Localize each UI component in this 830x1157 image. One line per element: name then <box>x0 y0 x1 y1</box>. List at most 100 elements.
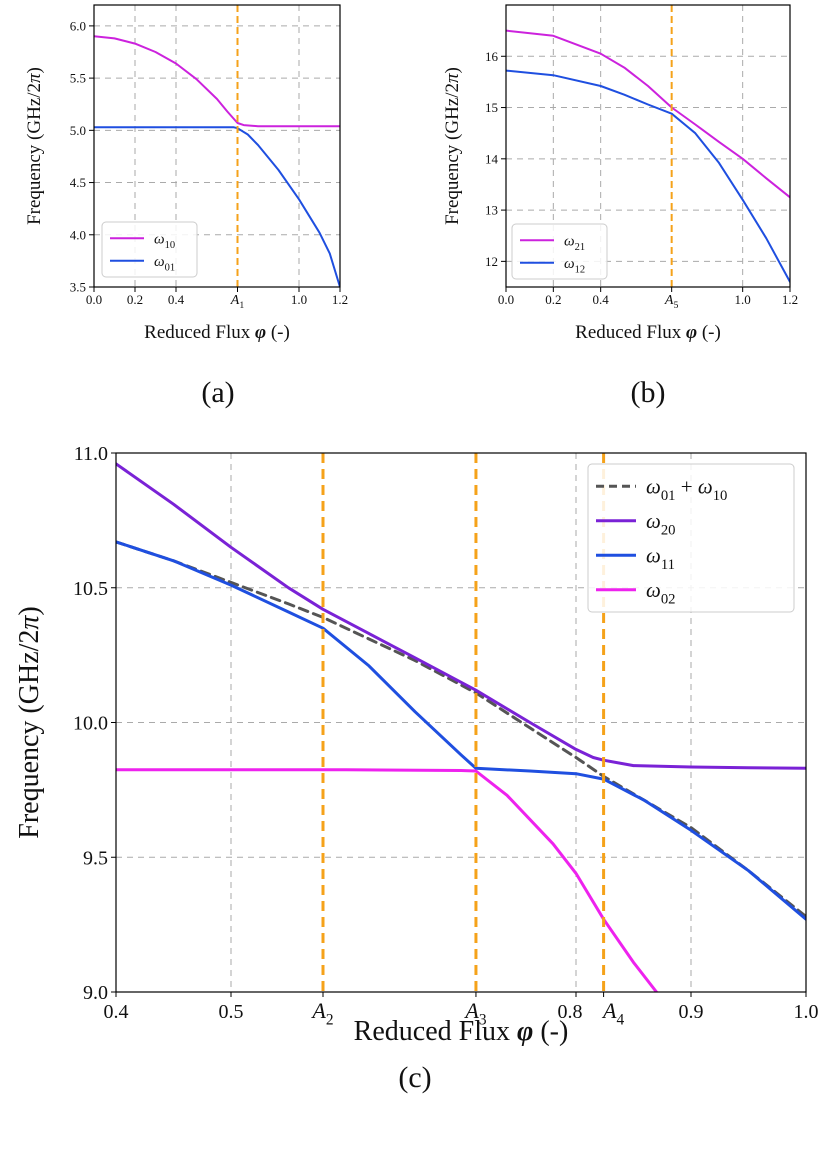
y-tick-label: 10.0 <box>73 713 108 735</box>
tick-letter: A <box>463 998 479 1023</box>
label-part: ω <box>154 254 165 270</box>
legend-box <box>101 221 198 278</box>
x-axis-label: Reduced Flux φ (-) <box>354 1016 569 1047</box>
label-part: 11 <box>661 557 675 573</box>
x-tick-label: 0.8 <box>558 1001 583 1023</box>
ylabel-part: Frequency (GHz/2 <box>14 630 45 839</box>
legend-label-1: ω12 <box>564 256 585 276</box>
x-tick-label: 0.2 <box>127 292 143 307</box>
x-tick-label: 1.0 <box>291 292 307 307</box>
y-axis-label: Frequency (GHz/2π) <box>24 67 45 225</box>
y-tick-label: 14 <box>485 151 499 166</box>
label-part: ω <box>564 234 575 250</box>
ylabel-part: Frequency (GHz/2 <box>24 83 45 225</box>
legend-label-2: ω11 <box>646 544 675 573</box>
tick-letter: A <box>664 293 674 308</box>
x-tick-label: A2 <box>310 998 333 1029</box>
xlabel-part: (-) <box>697 322 721 343</box>
y-tick-label: 9.0 <box>83 982 108 1004</box>
series-line-1 <box>94 126 340 287</box>
x-tick-label: A1 <box>230 293 245 311</box>
xlabel-part: Reduced Flux <box>144 322 255 343</box>
panel-label: (a) <box>201 376 234 409</box>
series-line-0 <box>94 35 340 128</box>
y-tick-label: 5.0 <box>70 123 86 138</box>
x-tick-label: 0.5 <box>219 1001 244 1023</box>
x-tick-label: 1.2 <box>782 292 798 307</box>
y-tick-label: 4.0 <box>70 227 86 242</box>
legend-label-0: ω21 <box>564 234 585 254</box>
xlabel-part: Reduced Flux <box>354 1016 517 1047</box>
x-tick-label: 1.0 <box>794 1001 819 1023</box>
x-tick-label: 0.9 <box>679 1001 704 1023</box>
xlabel-part: (-) <box>266 322 290 343</box>
ylabel-part: ) <box>24 67 45 73</box>
tick-sub: 3 <box>479 1012 487 1029</box>
label-part: ω <box>698 475 713 499</box>
ylabel-part: ) <box>14 606 45 615</box>
legend-label-1: ω01 <box>154 254 175 274</box>
y-tick-label: 16 <box>485 49 499 64</box>
y-tick-label: 15 <box>485 100 498 115</box>
x-tick-label: A3 <box>463 998 486 1029</box>
series-line-1 <box>116 462 806 770</box>
chart-panel-c: 0.4 0.5 A2 A3 0.8 A4 0.9 1.09.09.510.010.511.0R… <box>14 443 819 1094</box>
label-part: + <box>676 475 698 499</box>
x-tick-label: A5 <box>664 293 679 311</box>
label-part: ω <box>646 578 661 602</box>
y-axis-label: Frequency (GHz/2π) <box>442 67 463 225</box>
xlabel-part: φ <box>517 1016 533 1047</box>
tick-sub: 4 <box>616 1012 624 1029</box>
legend-label-1: ω20 <box>646 509 676 538</box>
label-part: ω <box>564 256 575 272</box>
tick-letter: A <box>310 998 326 1023</box>
y-axis-label: Frequency (GHz/2π) <box>14 606 45 839</box>
label-part: 10 <box>713 488 728 504</box>
y-tick-label: 6.0 <box>70 18 86 33</box>
x-tick-label: 0.4 <box>168 292 185 307</box>
label-part: 20 <box>661 522 676 538</box>
legend-label-0: ω01 + ω10 <box>646 475 727 504</box>
series-group <box>116 462 806 992</box>
tick-sub: 5 <box>673 300 678 311</box>
label-part: 01 <box>661 488 676 504</box>
xlabel-part: (-) <box>533 1016 568 1047</box>
legend-box <box>587 463 795 613</box>
y-tick-label: 11.0 <box>74 443 108 465</box>
label-part: ω <box>154 232 165 248</box>
legend-label-3: ω02 <box>646 578 676 607</box>
tick-letter: A <box>601 998 617 1023</box>
ylabel-part: π <box>442 73 463 83</box>
xlabel-part: Reduced Flux <box>575 322 686 343</box>
tick-sub: 2 <box>326 1012 334 1029</box>
legend-label-0: ω10 <box>154 232 175 252</box>
ylabel-part: π <box>24 73 45 83</box>
ylabel-part: Frequency (GHz/2 <box>442 83 463 225</box>
series-line-1 <box>506 69 790 283</box>
y-tick-label: 12 <box>485 254 498 269</box>
series-group <box>94 35 340 287</box>
x-tick-label: 1.0 <box>735 292 751 307</box>
label-part: ω <box>646 544 661 568</box>
label-part: 21 <box>575 242 586 253</box>
axes-frame <box>93 4 341 288</box>
label-part: ω <box>646 509 661 533</box>
xlabel-part: φ <box>686 322 697 343</box>
series-line-2 <box>116 540 806 921</box>
ylabel-part: π <box>14 615 45 630</box>
ylabel-part: ) <box>442 67 463 73</box>
x-tick-label: 0.4 <box>104 1001 129 1023</box>
x-tick-label: A4 <box>601 998 624 1029</box>
x-axis-label: Reduced Flux φ (-) <box>575 322 721 343</box>
label-part: 10 <box>165 240 176 251</box>
xlabel-part: φ <box>255 322 266 343</box>
x-tick-label: 0.0 <box>86 292 102 307</box>
series-line-0 <box>506 29 790 199</box>
chart-panel-b: 0.0 0.2 0.4 A5 1.0 1.2 12 13 14 15 16 Reduced Flux … <box>442 4 798 409</box>
label-part: 02 <box>661 591 676 607</box>
series-line-0 <box>116 540 806 918</box>
